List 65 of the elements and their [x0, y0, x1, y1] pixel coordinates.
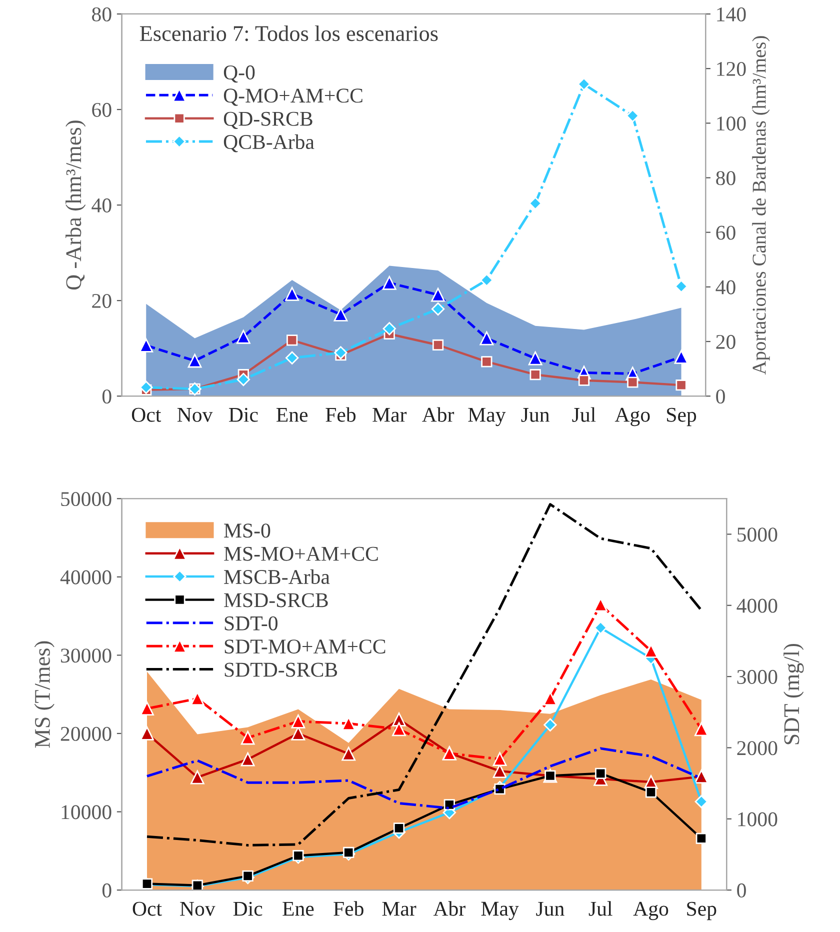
y2-tick-label: 5000: [738, 528, 778, 542]
y-tick-label: 0: [102, 389, 112, 404]
x-tick-label: Dic: [228, 408, 258, 422]
y-tick-label: 20000: [60, 726, 112, 741]
x-tick-label: Jul: [588, 901, 612, 916]
y2-tick-label: 60: [716, 226, 736, 240]
x-tick-label: May: [468, 408, 506, 426]
legend-label: Q-0: [224, 65, 255, 83]
legend-label: QCB-Arba: [224, 134, 314, 152]
y2-tick-label: 0: [716, 389, 725, 404]
y-tick-label: 0: [102, 883, 112, 898]
x-tick-label: Jun: [536, 902, 564, 916]
x-tick-label: Ago: [614, 408, 650, 426]
x-tick-label: Ene: [282, 902, 314, 916]
chart-title: Escenario 7: Todos los escenarios: [140, 25, 438, 42]
x-tick-label: Feb: [334, 901, 364, 916]
x-tick-label: Sep: [667, 408, 696, 426]
y-tick-label: 40000: [60, 570, 112, 584]
x-tick-label: Ago: [633, 902, 668, 920]
x-tick-label: Dic: [233, 902, 262, 916]
y2-tick-label: 20: [716, 334, 736, 349]
y-tick-label: 60: [92, 102, 112, 117]
y-axis-title: MS (T/mes): [34, 641, 54, 748]
legend-label: MS-0: [224, 524, 270, 538]
x-tick-label: Abr: [433, 901, 466, 916]
y2-tick-label: 40: [716, 280, 736, 294]
x-tick-label: Jun: [521, 408, 550, 422]
x-tick-label: Nov: [180, 902, 216, 916]
y-tick-label: 30000: [60, 648, 112, 663]
x-tick-label: Oct: [132, 408, 162, 422]
y2-tick-label: 1000: [738, 812, 778, 826]
y2-tick-label: 80: [716, 171, 736, 186]
legend-label: SDT-0: [224, 616, 278, 630]
y2-tick-label: 120: [717, 62, 746, 76]
y2-tick-label: 4000: [736, 598, 778, 613]
y2-axis-title: SDT (mg/l): [784, 644, 804, 744]
x-tick-label: Oct: [132, 902, 162, 916]
legend-label: SDTD-SRCB: [224, 662, 338, 677]
legend-label: QD-SRCB: [224, 112, 312, 130]
x-tick-label: Sep: [687, 902, 716, 920]
x-tick-label: Feb: [326, 407, 356, 422]
x-tick-label: Nov: [177, 408, 213, 422]
y2-tick-label: 140: [717, 7, 746, 22]
legend-label: MSD-SRCB: [224, 593, 328, 608]
x-tick-label: Mar: [382, 902, 416, 916]
legend-label: MSCB-Arba: [224, 569, 330, 584]
y2-tick-label: 3000: [737, 670, 778, 684]
x-tick-label: Mar: [372, 408, 407, 422]
legend-label: MS-MO+AM+CC: [224, 546, 378, 561]
y-axis-title: Q -Arba (hm³/mes): [66, 120, 86, 290]
x-tick-label: May: [481, 902, 519, 920]
legend-label: SDT-MO+AM+CC: [224, 640, 386, 654]
y-tick-label: 50000: [61, 492, 112, 506]
y-tick-label: 10000: [62, 805, 112, 820]
y2-tick-label: 100: [717, 116, 746, 131]
x-tick-label: Ene: [276, 408, 308, 422]
y-tick-label: 20: [92, 294, 112, 308]
y-tick-label: 80: [92, 7, 112, 22]
x-tick-label: Abr: [422, 407, 454, 422]
y2-axis-title: Aportaciones Canal de Bardenas (hm³/mes): [752, 36, 770, 375]
legend-label: Q-MO+AM+CC: [224, 88, 362, 106]
y-tick-label: 40: [92, 198, 112, 212]
x-tick-label: Jul: [572, 407, 596, 422]
y2-tick-label: 0: [737, 883, 746, 898]
y2-tick-label: 2000: [737, 741, 778, 756]
